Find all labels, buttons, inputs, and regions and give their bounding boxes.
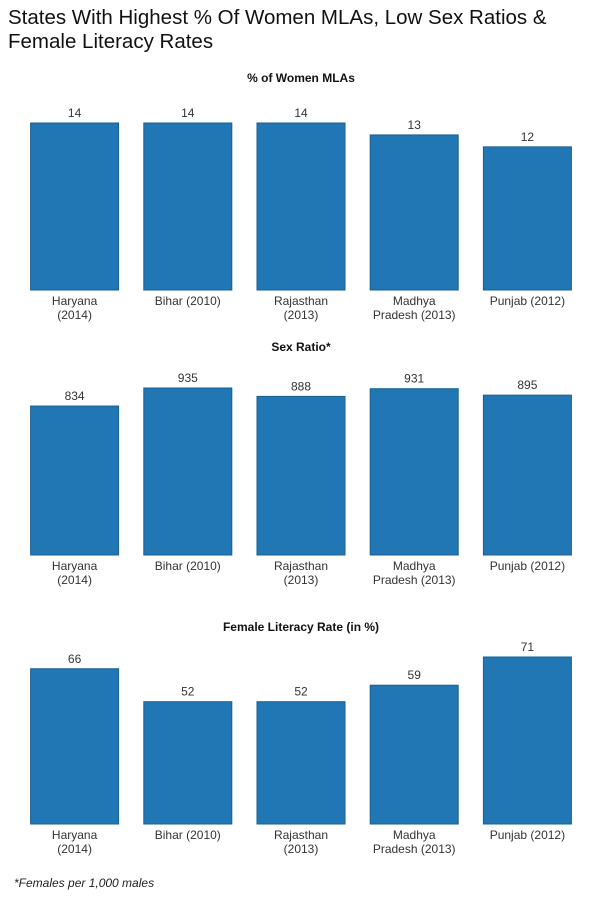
x-tick-label-line: Rajasthan	[274, 828, 328, 842]
x-tick-label-line: Bihar (2010)	[155, 294, 221, 308]
x-tick-label: Punjab (2012)	[490, 294, 565, 308]
x-tick-label: Rajasthan (2013)	[274, 294, 328, 322]
value-label-line: 888	[291, 379, 311, 393]
page-title: States With Highest % Of Women MLAs, Low…	[8, 6, 547, 53]
x-tick-label-line: Rajasthan	[274, 559, 328, 573]
x-tick-label-line: Punjab (2012)	[490, 559, 565, 573]
value-label: 14	[181, 106, 195, 120]
chart-title: Sex Ratio*	[271, 340, 331, 354]
x-tick-label: Haryana (2014)	[52, 294, 98, 322]
value-label: 52	[294, 685, 308, 699]
chart-title-line: Female Literacy Rate (in %)	[223, 620, 379, 634]
x-tick-label: Punjab (2012)	[490, 559, 565, 573]
value-label: 931	[404, 372, 424, 386]
x-tick-label-line: Rajasthan	[274, 294, 328, 308]
footnote: *Females per 1,000 males	[14, 876, 155, 890]
x-tick-label-line: Madhya	[393, 828, 436, 842]
bar	[482, 656, 572, 825]
x-tick-label: Bihar (2010)	[155, 294, 221, 308]
value-label: 13	[408, 118, 422, 132]
bar	[256, 701, 346, 825]
value-label-line: 14	[181, 106, 195, 120]
x-tick-label-line: Pradesh (2013)	[373, 842, 456, 856]
x-tick-label-line: Bihar (2010)	[155, 559, 221, 573]
x-tick-label-line: (2014)	[57, 573, 92, 587]
value-label-line: 13	[408, 118, 422, 132]
value-label: 14	[294, 106, 308, 120]
value-label-line: 52	[181, 685, 195, 699]
value-label-line: 14	[294, 106, 308, 120]
value-label: 834	[65, 389, 85, 403]
value-label-line: 14	[68, 106, 82, 120]
x-tick-label: Bihar (2010)	[155, 828, 221, 842]
x-tick-label: Punjab (2012)	[490, 828, 565, 842]
value-label-line: 52	[294, 685, 308, 699]
bar	[143, 122, 233, 291]
value-label-line: 59	[408, 668, 422, 682]
bar	[369, 684, 459, 825]
x-tick-label-line: Madhya	[393, 559, 436, 573]
value-label: 12	[521, 130, 535, 144]
bar	[256, 395, 346, 556]
bar	[369, 134, 459, 291]
value-label-line: 834	[65, 389, 85, 403]
x-tick-label: Haryana (2014)	[52, 559, 98, 587]
x-tick-label: Rajasthan (2013)	[274, 828, 328, 856]
x-tick-label: Bihar (2010)	[155, 559, 221, 573]
x-tick-label: Rajasthan (2013)	[274, 559, 328, 587]
chart-title: % of Women MLAs	[247, 71, 355, 85]
x-tick-label-line: (2013)	[284, 308, 319, 322]
value-label: 935	[178, 371, 198, 385]
value-label: 895	[517, 378, 537, 392]
value-label-line: 66	[68, 652, 82, 666]
x-tick-label: Madhya Pradesh (2013)	[373, 294, 456, 322]
bar	[482, 394, 572, 556]
value-label: 66	[68, 652, 82, 666]
x-tick-label-line: Haryana	[52, 559, 98, 573]
x-tick-label-line: Madhya	[393, 294, 436, 308]
x-tick-label-line: Pradesh (2013)	[373, 573, 456, 587]
chart-title-line: Sex Ratio*	[271, 340, 331, 354]
value-label-line: 12	[521, 130, 535, 144]
chart-title-line: % of Women MLAs	[247, 71, 355, 85]
bar	[30, 122, 120, 291]
x-tick-label-line: (2013)	[284, 842, 319, 856]
x-tick-label-line: Punjab (2012)	[490, 294, 565, 308]
value-label: 71	[521, 640, 535, 654]
x-tick-label-line: (2013)	[284, 573, 319, 587]
value-label-line: 71	[521, 640, 535, 654]
bar	[482, 146, 572, 291]
value-label: 14	[68, 106, 82, 120]
bar	[30, 405, 120, 556]
value-label-line: 931	[404, 372, 424, 386]
x-tick-label: Madhya Pradesh (2013)	[373, 828, 456, 856]
x-tick-label-line: (2014)	[57, 842, 92, 856]
x-tick-label-line: Bihar (2010)	[155, 828, 221, 842]
value-label: 59	[408, 668, 422, 682]
value-label-line: 935	[178, 371, 198, 385]
value-label: 888	[291, 379, 311, 393]
x-tick-label-line: Haryana	[52, 294, 98, 308]
bar	[369, 388, 459, 556]
bar	[30, 668, 120, 825]
x-tick-label-line: Haryana	[52, 828, 98, 842]
x-tick-label: Madhya Pradesh (2013)	[373, 559, 456, 587]
bar	[256, 122, 346, 291]
x-tick-label-line: Punjab (2012)	[490, 828, 565, 842]
chart-title: Female Literacy Rate (in %)	[223, 620, 379, 634]
x-tick-label-line: Pradesh (2013)	[373, 308, 456, 322]
value-label: 52	[181, 685, 195, 699]
x-tick-label-line: (2014)	[57, 308, 92, 322]
bar	[143, 387, 233, 556]
x-tick-label: Haryana (2014)	[52, 828, 98, 856]
bar	[143, 701, 233, 825]
value-label-line: 895	[517, 378, 537, 392]
